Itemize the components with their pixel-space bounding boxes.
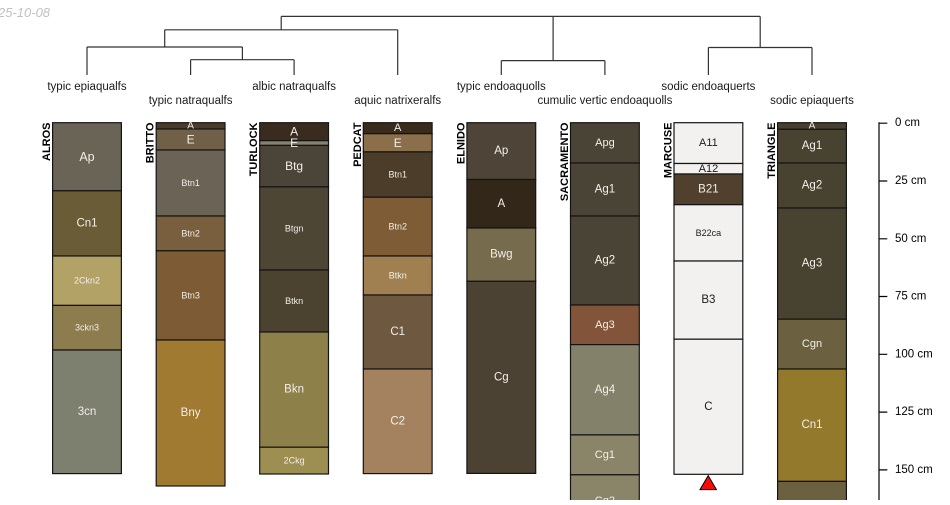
svg-text:typic endoaquolls: typic endoaquolls (457, 81, 546, 93)
svg-text:typic epiaqualfs: typic epiaqualfs (47, 81, 127, 93)
svg-text:2Ckn2: 2Ckn2 (74, 276, 100, 286)
svg-text:ELNIDO: ELNIDO (455, 122, 467, 164)
svg-text:Btkn: Btkn (389, 271, 407, 281)
svg-text:Cn1: Cn1 (76, 217, 97, 229)
svg-text:E: E (394, 136, 402, 150)
svg-text:A: A (497, 198, 505, 210)
svg-text:A: A (394, 122, 402, 134)
svg-text:75 cm: 75 cm (895, 291, 926, 303)
svg-text:Cg: Cg (494, 371, 509, 383)
svg-text:B3: B3 (701, 294, 715, 306)
svg-text:A: A (290, 125, 298, 139)
svg-text:typic natraqualfs: typic natraqualfs (149, 95, 233, 107)
svg-text:Ag2: Ag2 (595, 255, 615, 267)
svg-text:A11: A11 (699, 137, 718, 149)
svg-text:Ag2: Ag2 (802, 180, 822, 192)
svg-text:Btn3: Btn3 (181, 290, 200, 300)
svg-text:Cgn: Cgn (802, 338, 822, 350)
svg-text:SACRAMENTO: SACRAMENTO (559, 122, 571, 201)
svg-text:B21: B21 (698, 183, 718, 195)
svg-text:A: A (809, 121, 816, 132)
svg-text:BRITTO: BRITTO (145, 122, 157, 163)
svg-text:3cn: 3cn (78, 406, 97, 418)
svg-text:E: E (290, 136, 298, 150)
svg-text:Apg: Apg (595, 137, 615, 149)
svg-text:25 cm: 25 cm (895, 175, 926, 187)
svg-text:ALROS: ALROS (41, 123, 53, 162)
svg-text:Btg: Btg (285, 159, 303, 173)
svg-text:Ap: Ap (79, 150, 94, 164)
svg-text:MARCUSE: MARCUSE (663, 123, 675, 179)
svg-text:Bkn: Bkn (284, 384, 304, 396)
svg-text:Btn1: Btn1 (388, 170, 407, 180)
svg-text:TURLOCK: TURLOCK (248, 122, 260, 176)
svg-text:C1: C1 (390, 326, 405, 338)
svg-text:Btkn: Btkn (285, 296, 303, 306)
svg-text:3ckn3: 3ckn3 (75, 323, 99, 333)
svg-text:PEDCAT: PEDCAT (352, 122, 364, 167)
svg-text:Cg2: Cg2 (595, 495, 615, 500)
svg-text:Btgn: Btgn (285, 223, 304, 233)
svg-text:Ag1: Ag1 (595, 184, 615, 196)
svg-text:E: E (187, 133, 195, 147)
svg-text:Bny: Bny (181, 407, 201, 419)
svg-text:Btn2: Btn2 (181, 228, 200, 238)
svg-text:sodic epiaquerts: sodic epiaquerts (770, 95, 854, 107)
svg-text:C: C (704, 401, 712, 413)
svg-text:B22ca: B22ca (696, 228, 722, 238)
svg-text:Cn1: Cn1 (801, 419, 822, 431)
svg-text:150 cm: 150 cm (895, 464, 933, 476)
svg-text:Btn2: Btn2 (388, 222, 407, 232)
svg-text:Ag3: Ag3 (595, 319, 615, 331)
svg-text:Ag1: Ag1 (802, 140, 822, 152)
svg-text:0 cm: 0 cm (895, 117, 920, 129)
svg-text:Ap: Ap (494, 145, 508, 157)
svg-text:TRIANGLE: TRIANGLE (766, 123, 778, 179)
svg-text:albic natraqualfs: albic natraqualfs (252, 81, 336, 93)
svg-text:aquic natrixeralfs: aquic natrixeralfs (354, 95, 441, 107)
svg-text:2Ckg: 2Ckg (284, 456, 305, 466)
svg-text:Btn1: Btn1 (181, 178, 200, 188)
svg-text:cumulic vertic endoaquolls: cumulic vertic endoaquolls (537, 95, 672, 107)
svg-text:Ag3: Ag3 (802, 258, 822, 270)
svg-text:A12: A12 (699, 163, 719, 175)
svg-text:100 cm: 100 cm (895, 348, 933, 360)
svg-text:125 cm: 125 cm (895, 406, 933, 418)
svg-text:Cg1: Cg1 (595, 449, 615, 461)
svg-text:50 cm: 50 cm (895, 233, 926, 245)
svg-text:Ag4: Ag4 (595, 384, 616, 396)
svg-text:C2: C2 (390, 415, 405, 427)
svg-text:25-10-08: 25-10-08 (0, 5, 51, 20)
svg-text:Bwg: Bwg (490, 249, 512, 261)
svg-text:A: A (187, 120, 194, 131)
svg-text:sodic endoaquerts: sodic endoaquerts (661, 81, 755, 93)
